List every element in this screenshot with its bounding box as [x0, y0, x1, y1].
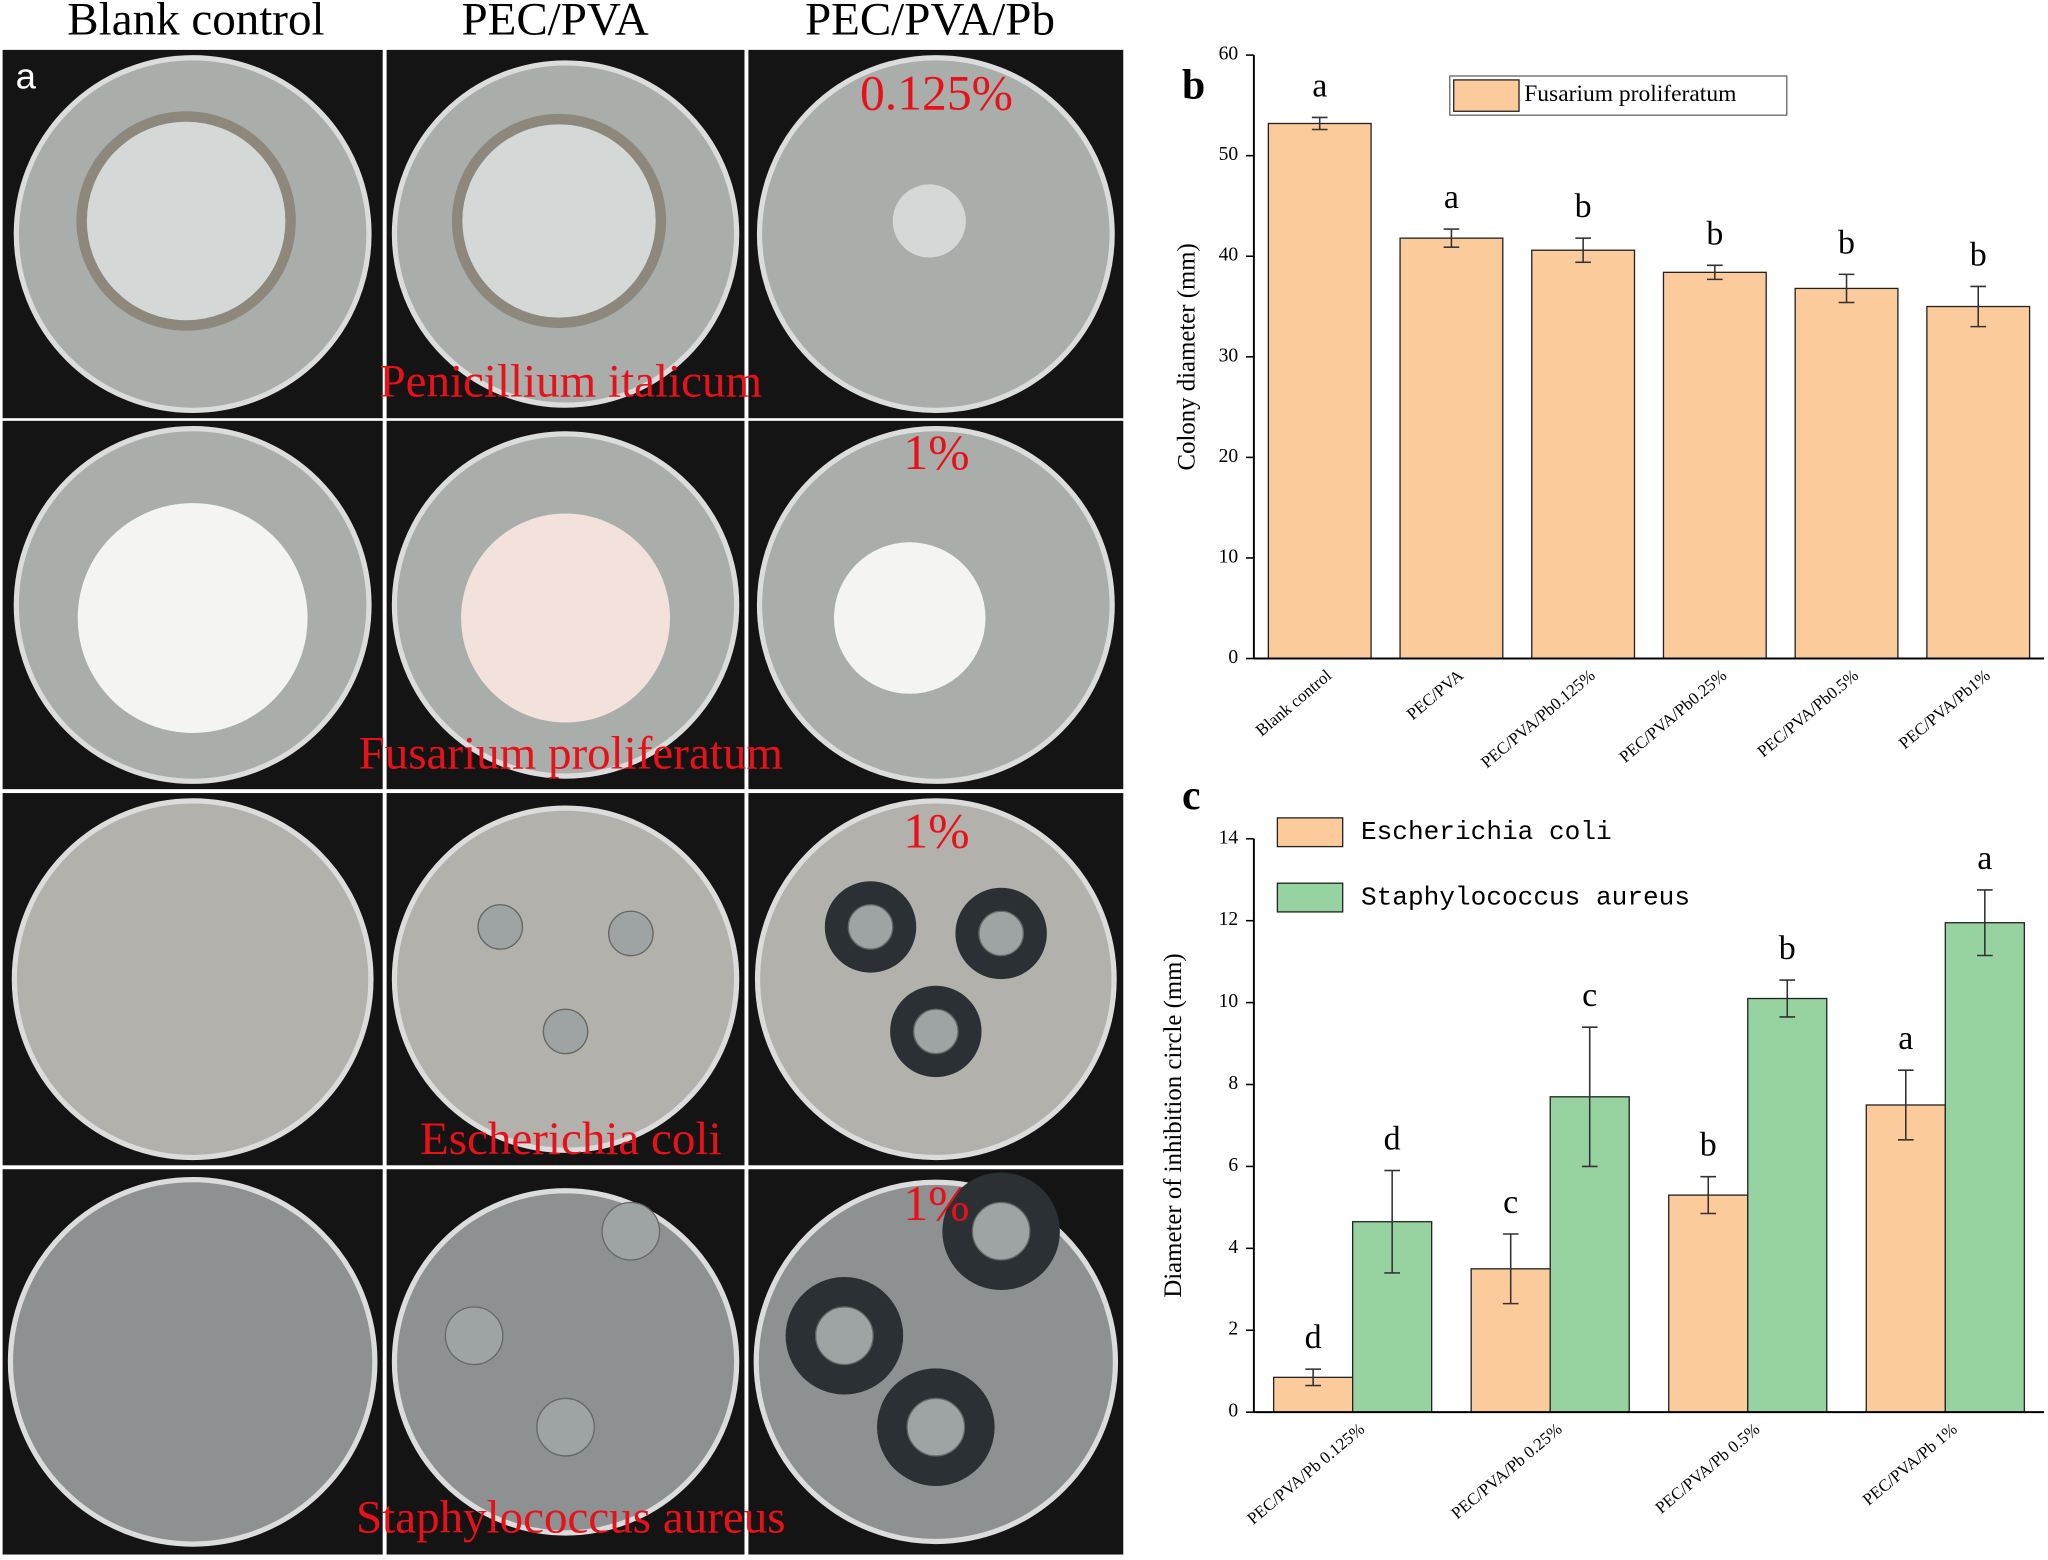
- disc: [477, 904, 524, 950]
- legend-swatch: [1276, 817, 1344, 848]
- bar: [1531, 249, 1636, 660]
- significance-label: c: [1582, 977, 1597, 1014]
- organism-label: Fusarium proliferatum: [359, 728, 783, 780]
- bar: [1865, 1104, 1946, 1413]
- y-tick-label: 10: [1219, 991, 1239, 1012]
- concentration-label: 1%: [903, 804, 969, 859]
- y-tick-label: 50: [1219, 144, 1239, 165]
- y-tick-label: 10: [1219, 546, 1239, 567]
- disc: [912, 1008, 959, 1055]
- disc: [542, 1008, 589, 1055]
- significance-label: b: [1706, 215, 1723, 252]
- disc: [847, 904, 894, 950]
- y-tick-label: 0: [1228, 647, 1238, 668]
- y-tick-label: 2: [1228, 1319, 1238, 1340]
- bar: [1944, 922, 2025, 1413]
- error-bar: [1443, 228, 1460, 248]
- legend-label: Staphylococcus aureus: [1361, 882, 1690, 912]
- y-tick-label: 12: [1219, 909, 1239, 930]
- organism-label: Penicillium italicum: [379, 355, 762, 407]
- y-axis-label: Diameter of inhibition circle (mm): [1160, 953, 1187, 1297]
- bar: [1267, 122, 1372, 660]
- panel-label: b: [1182, 63, 1205, 109]
- petri-dish: [391, 1188, 740, 1536]
- error-bar: [1897, 1069, 1914, 1141]
- column-title: PEC/PVA: [461, 0, 648, 46]
- y-tick-label: 30: [1219, 345, 1239, 366]
- y-tick-label: 14: [1219, 827, 1239, 848]
- error-bar: [1976, 889, 1993, 957]
- y-tick-label: 40: [1219, 245, 1239, 266]
- significance-label: d: [1305, 1319, 1322, 1356]
- y-tick-label: 0: [1228, 1401, 1238, 1422]
- colony: [76, 111, 296, 331]
- bar: [1662, 271, 1767, 660]
- error-bar: [1970, 285, 1987, 328]
- panel-label: c: [1182, 773, 1201, 819]
- colony: [461, 513, 671, 723]
- y-tick-label: 4: [1228, 1237, 1238, 1258]
- bar: [1794, 287, 1899, 660]
- significance-label: d: [1384, 1121, 1401, 1158]
- concentration-label: 0.125%: [860, 66, 1013, 121]
- disc: [536, 1397, 595, 1457]
- legend-label: Fusarium proliferatum: [1524, 81, 1736, 107]
- error-bar: [1581, 1026, 1598, 1168]
- petri-dish: [7, 1177, 378, 1547]
- significance-label: b: [1575, 188, 1592, 225]
- error-bar: [1305, 1368, 1321, 1387]
- error-bar: [1575, 237, 1591, 264]
- significance-label: a: [1444, 179, 1459, 216]
- error-bar: [1700, 1175, 1717, 1215]
- disc: [815, 1306, 874, 1366]
- error-bar: [1706, 264, 1723, 281]
- colony: [451, 113, 667, 329]
- error-bar: [1502, 1233, 1519, 1305]
- concentration-label: 1%: [903, 1176, 969, 1231]
- disc: [601, 1201, 661, 1261]
- error-bar: [1779, 979, 1796, 1018]
- significance-label: c: [1503, 1184, 1518, 1221]
- y-axis-label: Colony diameter (mm): [1173, 243, 1200, 470]
- error-bar: [1311, 116, 1328, 131]
- y-tick-label: 6: [1228, 1155, 1238, 1176]
- concentration-label: 1%: [903, 425, 969, 480]
- error-bar: [1838, 273, 1855, 304]
- significance-label: b: [1970, 236, 1987, 273]
- petri-dish: [11, 798, 374, 1161]
- column-title: PEC/PVA/Pb: [805, 0, 1055, 46]
- disc: [607, 910, 654, 957]
- significance-label: a: [1898, 1020, 1913, 1057]
- column-title: Blank control: [67, 0, 324, 46]
- bar: [1668, 1194, 1749, 1413]
- colony: [892, 184, 966, 258]
- organism-label: Escherichia coli: [420, 1113, 722, 1165]
- y-tick-label: 8: [1228, 1073, 1238, 1094]
- colony: [833, 542, 986, 694]
- error-bar: [1384, 1169, 1400, 1274]
- significance-label: a: [1312, 68, 1327, 105]
- disc: [978, 910, 1024, 957]
- disc: [444, 1306, 504, 1366]
- bar: [1747, 997, 1828, 1413]
- colony: [77, 503, 308, 733]
- y-tick-label: 20: [1219, 446, 1239, 467]
- disc: [906, 1397, 966, 1457]
- organism-label: Staphylococcus aureus: [356, 1492, 786, 1544]
- disc: [971, 1201, 1031, 1261]
- bar: [1926, 305, 2031, 660]
- legend-swatch: [1276, 882, 1344, 913]
- bar: [1399, 237, 1504, 660]
- y-tick-label: 60: [1219, 44, 1239, 65]
- legend-label: Escherichia coli: [1361, 817, 1612, 847]
- panel-label: a: [16, 55, 37, 96]
- significance-label: a: [1977, 840, 1992, 877]
- legend-swatch: [1453, 79, 1520, 112]
- significance-label: b: [1838, 224, 1855, 261]
- significance-label: b: [1779, 930, 1796, 967]
- petri-dish: [391, 805, 740, 1153]
- significance-label: b: [1700, 1127, 1717, 1164]
